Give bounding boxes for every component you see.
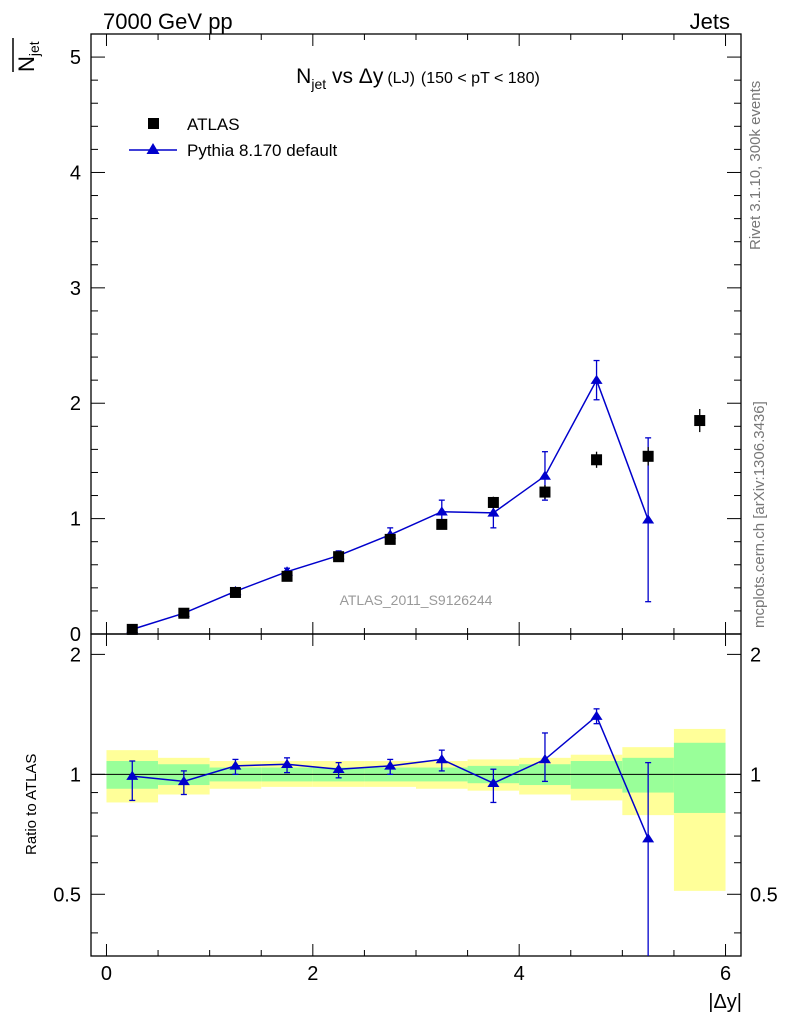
main-ylabel: Njet <box>12 38 42 72</box>
band-inner-11 <box>673 742 726 813</box>
band-inner-9 <box>570 761 623 789</box>
mcplots-label: mcplots.cern.ch [arXiv:1306.3436] <box>751 401 768 628</box>
ratio-point <box>435 754 448 764</box>
ratio-point <box>229 760 242 770</box>
pythia-point <box>435 506 448 516</box>
analysis-watermark: ATLAS_2011_S9126244 <box>340 592 493 608</box>
svg-text:Njet: Njet <box>14 41 42 72</box>
ratio-point <box>384 760 397 770</box>
title-tag: (LJ) <box>387 70 415 87</box>
x-tick-label: 2 <box>307 963 318 985</box>
header-energy: 7000 GeV pp <box>103 9 233 34</box>
atlas-point <box>229 586 241 598</box>
ratio-point <box>642 833 655 843</box>
pythia-point <box>642 514 655 524</box>
atlas-point <box>591 454 603 466</box>
ratio-y-tick-label-right: 0.5 <box>750 884 778 906</box>
main-y-tick-label: 1 <box>70 509 81 531</box>
atlas-point <box>384 533 396 545</box>
ratio-point <box>487 777 500 787</box>
main-y-tick-label: 3 <box>70 278 81 300</box>
atlas-point <box>487 496 499 508</box>
atlas-point <box>281 570 293 582</box>
ratio-y-tick-label-right: 1 <box>750 764 761 786</box>
main-y-tick-label: 5 <box>70 47 81 69</box>
ratio-ylabel: Ratio to ATLAS <box>23 754 40 855</box>
ratio-point <box>281 758 294 769</box>
ratio-point <box>590 710 603 720</box>
x-tick-label: 0 <box>101 963 112 985</box>
main-y-tick-label: 4 <box>70 162 81 184</box>
legend: ATLAS Pythia 8.170 default <box>129 115 338 160</box>
title-main: N <box>296 65 311 88</box>
rivet-label: Rivet 3.1.10, 300k events <box>747 81 764 250</box>
title-sub: jet <box>310 76 326 92</box>
title-vs: vs Δy <box>326 65 384 88</box>
atlas-point <box>694 415 706 427</box>
main-series <box>126 359 706 635</box>
ratio-point <box>332 763 345 773</box>
main-title: Njet vs Δy (LJ) (150 < pT < 180) <box>296 65 540 92</box>
x-tick-label: 6 <box>720 963 731 985</box>
atlas-point <box>126 623 138 635</box>
header-jets: Jets <box>690 9 730 34</box>
ratio-y-tick-label-left: 1 <box>70 764 81 786</box>
ylabel-main: N <box>14 56 39 72</box>
ratio-y-tick-label-left: 0.5 <box>53 884 81 906</box>
ratio-y-tick-label-right: 2 <box>750 644 761 666</box>
main-frame: 0 1 2 3 4 5 <box>70 33 742 646</box>
x-tick-label: 4 <box>514 963 525 985</box>
atlas-point <box>436 518 448 530</box>
main-y-tick-label: 2 <box>70 393 81 415</box>
ylabel-sub: jet <box>26 41 42 57</box>
atlas-point <box>178 607 190 619</box>
ratio-point <box>538 754 551 764</box>
ratio-series <box>126 708 655 956</box>
main-y-tick-label: 0 <box>70 624 81 646</box>
pythia-point <box>487 507 500 517</box>
pythia-point <box>538 470 551 480</box>
atlas-point <box>642 450 654 462</box>
ratio-frame: 0 2 4 6 0.5 0.5 1 1 2 2 <box>53 633 778 985</box>
legend-label-atlas: ATLAS <box>187 115 240 134</box>
atlas-point <box>539 486 551 498</box>
legend-marker-atlas <box>148 118 159 129</box>
ratio-xlabel: |Δy| <box>708 991 742 1013</box>
title-range: (150 < pT < 180) <box>421 70 540 87</box>
pythia-point <box>590 374 603 384</box>
ratio-point <box>126 770 139 780</box>
legend-marker-pythia <box>146 143 160 154</box>
ratio-point <box>177 775 190 786</box>
ratio-y-tick-label-left: 2 <box>70 644 81 666</box>
atlas-point <box>333 551 345 563</box>
legend-label-pythia: Pythia 8.170 default <box>187 141 338 160</box>
ratio-bands <box>91 728 741 891</box>
